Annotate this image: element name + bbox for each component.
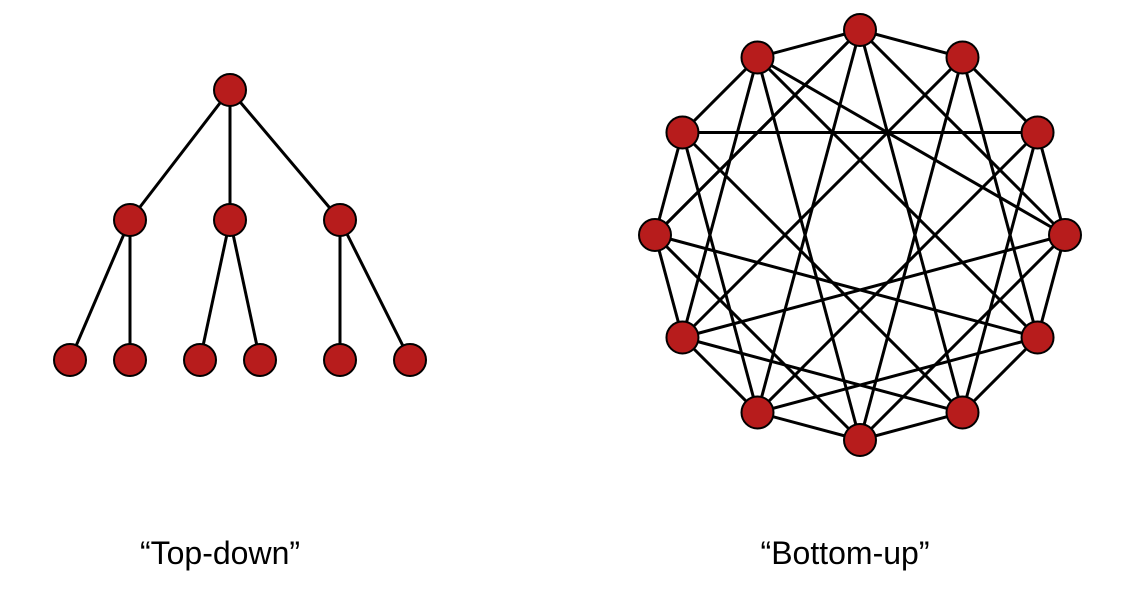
node: [844, 14, 876, 46]
node: [184, 344, 216, 376]
edge: [758, 57, 1066, 235]
network-diagram: [630, 5, 1100, 475]
edge: [340, 220, 410, 360]
node: [394, 344, 426, 376]
edge: [230, 90, 340, 220]
node: [244, 344, 276, 376]
node: [666, 117, 698, 149]
node: [114, 344, 146, 376]
tree-diagram: [40, 60, 460, 400]
node: [844, 424, 876, 456]
node: [324, 344, 356, 376]
network-caption: “Bottom-up”: [695, 535, 995, 572]
edge: [70, 220, 130, 360]
node: [54, 344, 86, 376]
edge: [130, 90, 230, 220]
node: [1049, 219, 1081, 251]
node: [947, 397, 979, 429]
node: [742, 397, 774, 429]
node: [666, 322, 698, 354]
node: [742, 41, 774, 73]
node: [639, 219, 671, 251]
node: [214, 204, 246, 236]
node: [114, 204, 146, 236]
node: [324, 204, 356, 236]
node: [1022, 322, 1054, 354]
node: [214, 74, 246, 106]
edge: [200, 220, 230, 360]
edge: [230, 220, 260, 360]
node: [1022, 117, 1054, 149]
tree-caption: “Top-down”: [70, 535, 370, 572]
node: [947, 41, 979, 73]
